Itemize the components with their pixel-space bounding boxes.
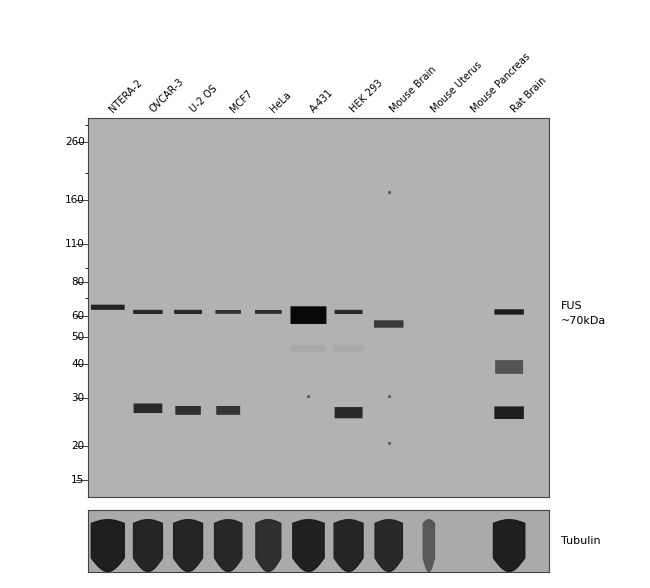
FancyBboxPatch shape	[216, 406, 240, 415]
Polygon shape	[334, 520, 363, 572]
Text: 110: 110	[65, 239, 84, 249]
Polygon shape	[375, 520, 402, 572]
FancyBboxPatch shape	[174, 310, 202, 314]
FancyBboxPatch shape	[495, 360, 523, 374]
Polygon shape	[214, 520, 242, 572]
Polygon shape	[292, 520, 324, 572]
FancyBboxPatch shape	[176, 406, 201, 415]
FancyBboxPatch shape	[291, 345, 326, 352]
Text: A-431: A-431	[309, 88, 335, 115]
FancyBboxPatch shape	[215, 310, 241, 314]
Text: FUS: FUS	[561, 301, 582, 311]
FancyBboxPatch shape	[495, 309, 524, 315]
FancyBboxPatch shape	[291, 306, 326, 324]
Text: U-2 OS: U-2 OS	[188, 83, 219, 115]
Polygon shape	[133, 520, 162, 572]
Text: 260: 260	[65, 137, 84, 147]
Text: Rat Brain: Rat Brain	[509, 75, 549, 115]
Text: 20: 20	[72, 441, 84, 451]
Text: Tubulin: Tubulin	[561, 536, 601, 546]
FancyBboxPatch shape	[335, 310, 363, 314]
Text: MCF7: MCF7	[228, 88, 254, 115]
Polygon shape	[174, 520, 203, 572]
FancyBboxPatch shape	[134, 403, 162, 413]
FancyBboxPatch shape	[333, 345, 364, 352]
FancyBboxPatch shape	[255, 310, 281, 314]
Text: Mouse Uterus: Mouse Uterus	[429, 60, 484, 115]
Text: HEK 293: HEK 293	[348, 78, 385, 115]
FancyBboxPatch shape	[495, 406, 524, 419]
Text: OVCAR-3: OVCAR-3	[148, 77, 186, 115]
FancyBboxPatch shape	[335, 407, 363, 418]
Text: Mouse Brain: Mouse Brain	[389, 65, 439, 115]
Text: Mouse Pancreas: Mouse Pancreas	[469, 52, 532, 115]
Text: 30: 30	[72, 393, 84, 403]
Text: 160: 160	[65, 195, 84, 205]
Text: ~70kDa: ~70kDa	[561, 316, 606, 326]
FancyBboxPatch shape	[91, 305, 125, 310]
Polygon shape	[423, 520, 434, 572]
Text: 80: 80	[72, 277, 84, 287]
Text: 15: 15	[72, 475, 84, 485]
Text: 60: 60	[72, 311, 84, 321]
Text: HeLa: HeLa	[268, 90, 293, 115]
FancyBboxPatch shape	[133, 310, 162, 314]
Polygon shape	[493, 520, 525, 572]
Text: 50: 50	[72, 332, 84, 342]
Polygon shape	[92, 520, 124, 572]
Polygon shape	[256, 520, 281, 572]
Text: 40: 40	[72, 359, 84, 369]
FancyBboxPatch shape	[374, 320, 404, 328]
Text: NTERA-2: NTERA-2	[108, 78, 144, 115]
